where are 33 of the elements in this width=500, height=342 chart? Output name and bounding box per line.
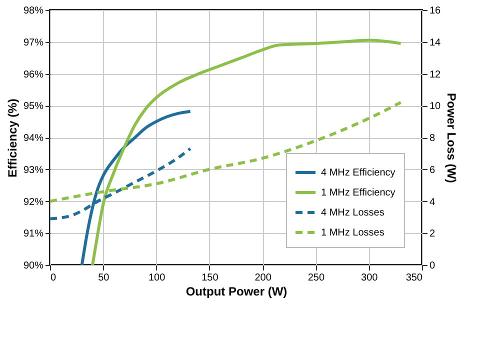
x-tick-label: 0 — [50, 272, 56, 284]
y-axis-title: Efficiency (%) — [5, 98, 20, 178]
legend-label: 1 MHz Efficiency — [321, 188, 396, 198]
y-tick-label: 92% — [23, 196, 44, 208]
x-tick-label: 50 — [98, 272, 110, 284]
y2-tick-label: 8 — [430, 133, 436, 144]
x-tick-label: 200 — [254, 272, 272, 284]
y-tick-label: 95% — [23, 101, 44, 112]
x-tick-label: 150 — [202, 272, 219, 284]
x-tick-label: 250 — [308, 272, 325, 284]
y-tick-label: 94% — [23, 133, 44, 144]
y2-tick-label: 16 — [430, 6, 442, 16]
x-axis-title: Output Power (W) — [186, 284, 288, 298]
y-tick-label: 91% — [23, 228, 44, 240]
y-tick-label: 93% — [23, 164, 44, 176]
x-tick-label: 350 — [406, 272, 423, 284]
y2-tick-label: 10 — [430, 101, 442, 112]
y2-tick-label: 14 — [430, 37, 442, 48]
y2-axis-title: Power Loss (W) — [444, 92, 459, 184]
y-tick-label: 96% — [23, 69, 44, 80]
x-tick-label: 100 — [148, 272, 166, 284]
legend-label: 1 MHz Losses — [321, 228, 384, 238]
legend-label: 4 MHz Efficiency — [321, 168, 396, 178]
y2-tick-label: 12 — [430, 69, 442, 80]
x-tick-label: 300 — [361, 272, 378, 284]
y2-tick-label: 2 — [430, 228, 436, 240]
y2-tick-label: 0 — [430, 260, 436, 272]
legend-label: 4 MHz Losses — [321, 208, 384, 218]
y-tick-label: 97% — [23, 37, 44, 48]
y-tick-label: 90% — [23, 260, 44, 272]
y2-tick-label: 4 — [430, 196, 436, 208]
y-tick-label: 98% — [23, 6, 44, 16]
y2-tick-label: 6 — [430, 164, 436, 176]
